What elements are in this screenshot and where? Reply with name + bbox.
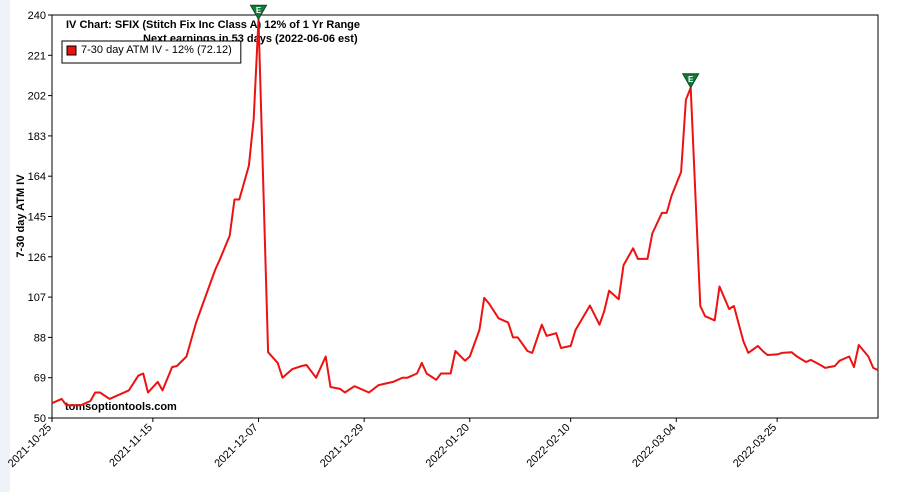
y-tick-label: 107 — [28, 292, 46, 304]
legend-box — [61, 40, 242, 64]
x-tick-label: 2021-11-15 — [107, 422, 155, 470]
earnings-label: E — [688, 75, 694, 84]
earnings-marker: E — [681, 73, 700, 89]
y-tick-label: 164 — [28, 171, 46, 183]
earnings-label: E — [256, 6, 262, 15]
y-tick-label: 183 — [28, 131, 46, 143]
side-strip — [0, 0, 10, 492]
x-tick-label: 2022-01-20 — [424, 422, 472, 470]
watermark: tomsoptiontools.com — [65, 401, 177, 413]
earnings-triangle — [249, 4, 268, 21]
x-tick-label: 2022-03-25 — [731, 422, 779, 470]
y-tick-label: 126 — [28, 252, 46, 264]
chart-title: IV Chart: SFIX (Stitch Fix Inc Class A) … — [66, 19, 360, 31]
iv-line — [51, 18, 879, 407]
x-tick-label: 2022-02-10 — [524, 422, 572, 470]
y-tick-label: 50 — [34, 413, 46, 425]
plot-frame — [51, 14, 879, 419]
y-tick-label: 221 — [28, 50, 46, 62]
earnings-triangle — [681, 73, 700, 89]
y-tick-label: 69 — [34, 373, 46, 385]
y-tick-label: 145 — [28, 212, 46, 224]
earnings-marker: E — [249, 4, 268, 21]
y-tick-label: 88 — [34, 332, 46, 344]
legend-swatch — [66, 45, 77, 56]
x-tick-label: 2022-03-04 — [630, 422, 678, 470]
x-tick-label: 2021-10-25 — [6, 422, 54, 470]
y-tick-label: 202 — [28, 91, 46, 103]
x-tick-label: 2021-12-29 — [318, 422, 366, 470]
legend: 7-30 day ATM IV - 12% (72.12) — [61, 40, 242, 64]
legend-label: 7-30 day ATM IV - 12% (72.12) — [81, 44, 232, 56]
y-axis-label: 7-30 day ATM IV — [15, 174, 27, 258]
y-tick-label: 240 — [28, 10, 46, 22]
x-tick-label: 2021-12-07 — [212, 422, 260, 470]
